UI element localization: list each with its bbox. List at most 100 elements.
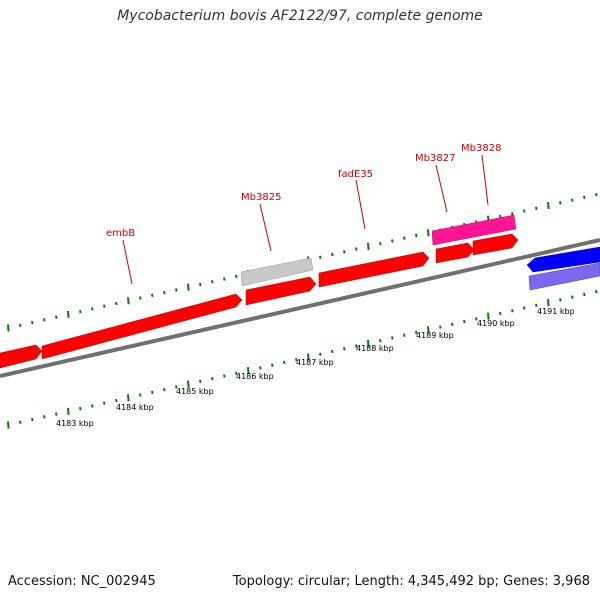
tick-mark — [319, 255, 322, 259]
scale-label: 4184 kbp — [116, 403, 154, 412]
gene-feature-embB[interactable] — [41, 293, 243, 360]
gray-feature-Mb3825[interactable] — [240, 257, 314, 287]
tick-mark — [115, 301, 118, 306]
gene-label-leaders — [122, 154, 489, 285]
genome-backbone — [0, 238, 600, 378]
tick-mark — [307, 353, 310, 361]
gene-label-fadE35: fadE35 — [338, 169, 373, 180]
tick-mark — [391, 239, 394, 243]
tick-mark — [79, 406, 82, 411]
tick-mark — [235, 371, 238, 376]
tick-mark — [475, 317, 478, 321]
gene-label-embB: embB — [106, 228, 135, 239]
tick-mark — [259, 366, 262, 370]
tick-mark — [247, 367, 250, 375]
tick-mark — [115, 398, 118, 403]
scale-label: 4187 kbp — [296, 358, 334, 367]
tick-mark — [79, 309, 82, 314]
tick-mark — [163, 290, 166, 295]
tick-mark — [103, 304, 106, 308]
tick-mark — [547, 201, 550, 210]
tick-mark — [235, 274, 238, 279]
tick-mark — [67, 407, 70, 415]
tick-mark — [211, 377, 214, 381]
tick-mark — [283, 360, 286, 365]
gene-feature-Mb3827[interactable] — [435, 242, 475, 264]
tick-mark — [367, 339, 370, 347]
tick-mark — [43, 318, 46, 322]
tick-mark — [7, 421, 10, 429]
scale-label: 4183 kbp — [56, 419, 94, 428]
scale-label: 4191 kbp — [537, 307, 575, 316]
tick-mark — [355, 344, 358, 348]
forward-genes — [0, 233, 519, 369]
tick-mark — [127, 394, 130, 402]
gene-feature[interactable] — [0, 344, 43, 369]
tick-mark — [151, 390, 154, 395]
reverse-gene-feature[interactable] — [526, 246, 600, 273]
tick-mark — [151, 293, 154, 298]
gene-label-Mb3825: Mb3825 — [241, 192, 281, 203]
tick-mark — [379, 338, 382, 343]
tick-mark — [223, 374, 226, 378]
tick-mark — [199, 282, 202, 287]
tick-mark — [535, 303, 538, 307]
tick-mark — [31, 320, 34, 325]
tick-mark — [367, 242, 370, 250]
tick-mark — [319, 352, 322, 356]
tick-mark — [487, 312, 490, 320]
tick-mark — [583, 292, 586, 297]
tick-mark — [43, 415, 46, 419]
tick-mark — [139, 296, 142, 300]
scale-label: 4188 kbp — [356, 344, 394, 353]
tick-mark — [175, 288, 178, 292]
tick-mark — [427, 229, 430, 237]
tick-mark — [7, 324, 10, 332]
tick-mark — [199, 379, 202, 384]
tick-mark — [559, 201, 562, 205]
tick-mark — [331, 349, 334, 354]
tick-mark — [223, 277, 226, 281]
tick-mark — [391, 336, 394, 340]
tick-mark — [523, 306, 526, 310]
lower-tick-track — [7, 290, 598, 429]
tick-mark — [595, 193, 598, 197]
tick-mark — [535, 206, 538, 210]
tick-mark — [31, 417, 34, 422]
purple-feature[interactable] — [528, 262, 600, 291]
tick-mark — [331, 252, 334, 257]
tick-mark — [403, 333, 406, 337]
tick-mark — [511, 212, 514, 216]
gene-feature-Mb3825-red[interactable] — [245, 276, 317, 306]
gene-feature-Mb3828[interactable] — [472, 233, 519, 256]
tick-mark — [19, 420, 22, 424]
tick-mark — [595, 290, 598, 294]
tick-mark — [427, 326, 430, 334]
tick-mark — [355, 247, 358, 251]
pink-feature-Mb3827[interactable] — [431, 214, 517, 246]
tick-mark — [583, 195, 586, 200]
tick-mark — [511, 309, 514, 313]
gene-label-Mb3828: Mb3828 — [461, 143, 501, 154]
tick-mark — [55, 412, 58, 416]
scale-label: 4185 kbp — [176, 387, 214, 396]
genome-summary-text: Topology: circular; Length: 4,345,492 bp… — [232, 574, 590, 589]
tick-mark — [187, 380, 190, 388]
tick-mark — [127, 297, 130, 305]
tick-mark — [343, 347, 346, 351]
tick-mark — [139, 393, 142, 397]
tick-mark — [175, 385, 178, 389]
tick-mark — [187, 283, 190, 291]
tick-mark — [163, 387, 166, 392]
scale-label: 4190 kbp — [477, 319, 515, 328]
tick-mark — [91, 404, 94, 408]
tick-mark — [103, 401, 106, 405]
gene-feature-fadE35[interactable] — [318, 251, 430, 288]
tick-mark — [415, 330, 418, 335]
tick-mark — [547, 298, 550, 307]
scale-label: 4186 kbp — [236, 372, 274, 381]
tick-mark — [67, 310, 70, 318]
tick-mark — [91, 307, 94, 311]
tick-mark — [343, 250, 346, 254]
tick-mark — [439, 325, 442, 329]
